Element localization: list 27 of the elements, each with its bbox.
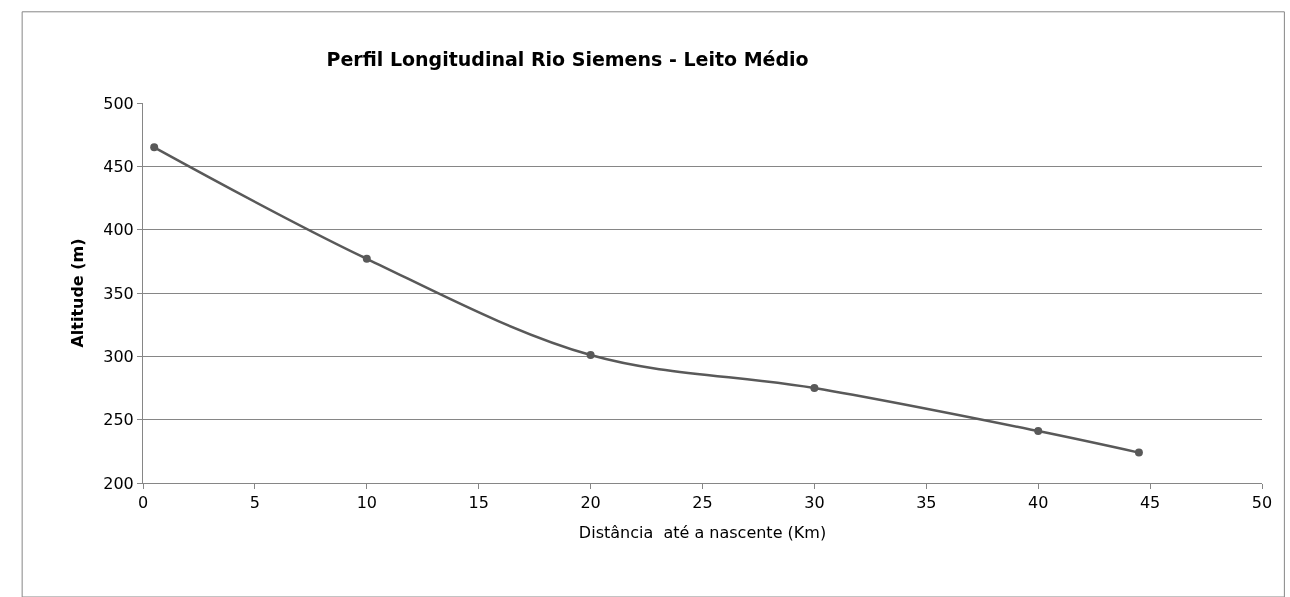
x-tick-label: 25 [692,493,713,513]
x-tick-label: 0 [137,493,149,513]
x-tick-label: 45 [1139,493,1161,513]
point [1134,448,1143,457]
x-tick-label: 30 [804,493,825,513]
y-tick-label: 500 [103,93,134,113]
y-tick-label: 350 [103,283,134,303]
point [1034,427,1043,436]
x-tick-label: 50 [1251,493,1273,513]
x-axis-title: Distância até a nascente (Km) [578,522,827,542]
x-tick-label: 40 [1028,493,1049,513]
chart-title: Perfil Longitudinal Rio Siemens - Leito Médio [326,48,809,71]
point [586,351,595,360]
y-tick-label: 400 [103,220,134,240]
x-tick-label: 20 [580,493,601,513]
y-tick-label: 250 [103,410,134,430]
x-tick-label: 35 [916,493,937,513]
y-tick-label: 300 [103,346,134,366]
point [810,384,819,392]
y-tick-label: 450 [103,156,134,176]
y-axis-title: Altitude (m) [68,238,88,348]
y-tick-label: 200 [103,473,134,493]
x-tick-label: 5 [249,493,260,513]
x-tick-label: 15 [468,493,489,513]
point [362,254,371,263]
x-tick-label: 10 [356,493,377,513]
point [150,143,159,152]
